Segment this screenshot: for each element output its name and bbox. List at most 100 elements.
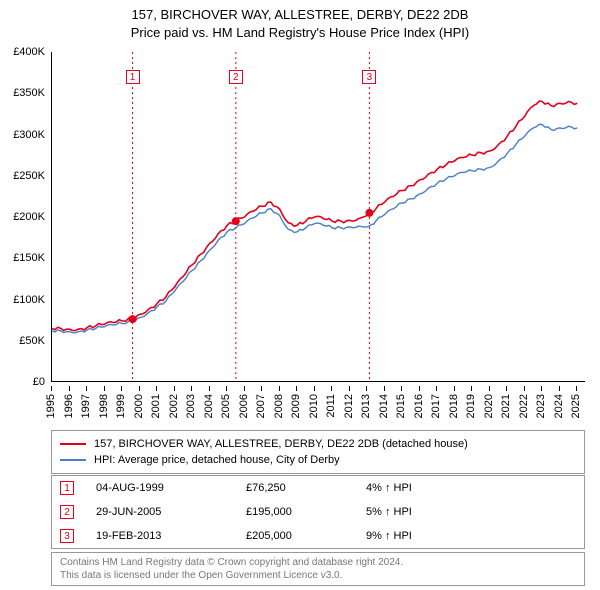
x-tick <box>524 386 525 391</box>
footnote-line2: This data is licensed under the Open Gov… <box>60 569 576 582</box>
legend-swatch <box>60 459 86 461</box>
x-tick-label: 2012 <box>343 394 355 418</box>
title-line1: 157, BIRCHOVER WAY, ALLESTREE, DERBY, DE… <box>0 6 600 24</box>
x-tick-label: 2022 <box>518 394 530 418</box>
x-tick <box>419 386 420 391</box>
x-tick-label: 1999 <box>115 394 127 418</box>
y-tick-label: £100K <box>13 294 45 306</box>
x-tick <box>541 386 542 391</box>
x-tick <box>559 386 560 391</box>
chart-plot-area: 1 2 3 <box>51 52 585 382</box>
x-tick <box>331 386 332 391</box>
x-tick <box>244 386 245 391</box>
x-tick-label: 2007 <box>255 394 267 418</box>
sale-row-price: £205,000 <box>246 530 366 542</box>
x-tick <box>209 386 210 391</box>
footnote: Contains HM Land Registry data © Crown c… <box>51 552 585 586</box>
x-tick-label: 2024 <box>553 394 565 418</box>
x-tick-label: 2015 <box>395 394 407 418</box>
x-tick <box>121 386 122 391</box>
x-tick <box>471 386 472 391</box>
chart-marker-1: 1 <box>126 70 140 84</box>
x-tick-label: 2019 <box>465 394 477 418</box>
x-tick <box>576 386 577 391</box>
sale-row-num: 2 <box>60 505 74 519</box>
x-tick <box>139 386 140 391</box>
x-tick <box>454 386 455 391</box>
x-tick-label: 2023 <box>535 394 547 418</box>
y-tick-label: £0 <box>33 376 45 388</box>
x-tick-label: 2016 <box>413 394 425 418</box>
x-tick-label: 2009 <box>290 394 302 418</box>
x-axis-labels: 1995199619971998199920002001200220032004… <box>51 386 585 428</box>
x-tick-label: 2014 <box>378 394 390 418</box>
sale-row-hpi: 9% ↑ HPI <box>366 530 576 542</box>
x-tick <box>174 386 175 391</box>
x-tick-label: 2018 <box>448 394 460 418</box>
legend: 157, BIRCHOVER WAY, ALLESTREE, DERBY, DE… <box>51 430 585 474</box>
footnote-line1: Contains HM Land Registry data © Crown c… <box>60 556 576 569</box>
x-tick-label: 2005 <box>220 394 232 418</box>
chart-marker-3: 3 <box>362 70 376 84</box>
series-price_paid <box>52 101 577 331</box>
x-tick-label: 2011 <box>325 394 337 418</box>
sale-row-date: 04-AUG-1999 <box>96 482 246 494</box>
x-tick <box>86 386 87 391</box>
sale-dot <box>129 315 137 323</box>
x-tick-label: 2010 <box>308 394 320 418</box>
sale-dot <box>232 217 240 225</box>
chart-title: 157, BIRCHOVER WAY, ALLESTREE, DERBY, DE… <box>0 0 600 41</box>
x-tick-label: 2002 <box>168 394 180 418</box>
sale-row-num: 1 <box>60 481 74 495</box>
sale-row: 1 04-AUG-1999£76,2504% ↑ HPI <box>52 476 584 500</box>
x-tick-label: 2000 <box>133 394 145 418</box>
x-tick <box>489 386 490 391</box>
x-tick-label: 2013 <box>360 394 372 418</box>
x-tick-label: 2004 <box>203 394 215 418</box>
x-tick-label: 2003 <box>185 394 197 418</box>
sale-row-price: £195,000 <box>246 506 366 518</box>
x-tick <box>226 386 227 391</box>
y-axis-labels: £0£50K£100K£150K£200K£250K£300K£350K£400… <box>0 52 48 382</box>
x-tick-label: 1995 <box>45 394 57 418</box>
x-tick-label: 2017 <box>430 394 442 418</box>
x-tick-label: 2025 <box>570 394 582 418</box>
sale-row-price: £76,250 <box>246 482 366 494</box>
sale-row-hpi: 5% ↑ HPI <box>366 506 576 518</box>
y-tick-label: £400K <box>13 46 45 58</box>
x-tick-label: 1998 <box>98 394 110 418</box>
legend-label: HPI: Average price, detached house, City… <box>94 454 340 466</box>
x-tick <box>296 386 297 391</box>
y-tick-label: £300K <box>13 129 45 141</box>
x-tick <box>506 386 507 391</box>
x-tick-label: 1997 <box>80 394 92 418</box>
legend-label: 157, BIRCHOVER WAY, ALLESTREE, DERBY, DE… <box>94 438 468 450</box>
sales-table: 1 04-AUG-1999£76,2504% ↑ HPI 2 29-JUN-2005£… <box>51 475 585 549</box>
chart-svg <box>52 52 586 382</box>
sale-row-date: 19-FEB-2013 <box>96 530 246 542</box>
x-tick-label: 2008 <box>273 394 285 418</box>
x-tick-label: 2021 <box>500 394 512 418</box>
y-tick-label: £200K <box>13 211 45 223</box>
x-tick-label: 2020 <box>483 394 495 418</box>
y-tick-label: £150K <box>13 252 45 264</box>
x-tick <box>384 386 385 391</box>
x-tick <box>349 386 350 391</box>
x-tick-label: 2006 <box>238 394 250 418</box>
x-tick <box>69 386 70 391</box>
y-tick-label: £250K <box>13 170 45 182</box>
x-tick <box>401 386 402 391</box>
sale-row-hpi: 4% ↑ HPI <box>366 482 576 494</box>
chart-marker-2: 2 <box>229 70 243 84</box>
sale-row: 319-FEB-2013£205,0009% ↑ HPI <box>52 524 584 548</box>
legend-row: 157, BIRCHOVER WAY, ALLESTREE, DERBY, DE… <box>60 436 576 452</box>
legend-row: HPI: Average price, detached house, City… <box>60 452 576 468</box>
y-tick-label: £350K <box>13 87 45 99</box>
x-tick <box>314 386 315 391</box>
x-tick <box>104 386 105 391</box>
x-tick <box>156 386 157 391</box>
y-tick-label: £50K <box>19 335 45 347</box>
x-tick <box>191 386 192 391</box>
sale-row-date: 29-JUN-2005 <box>96 506 246 518</box>
legend-swatch <box>60 443 86 445</box>
